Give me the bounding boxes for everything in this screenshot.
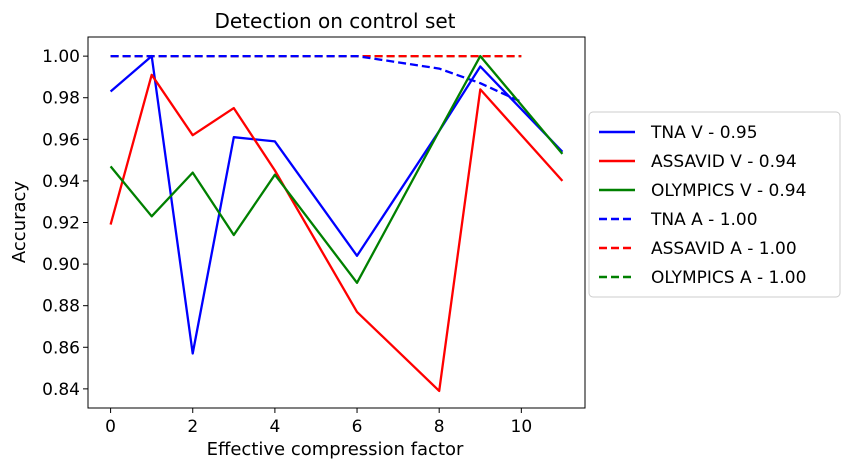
x-tick-label: 6 [352,417,363,437]
series-line-2 [109,54,564,284]
x-axis-label: Effective compression factor [207,439,464,460]
y-tick-label: 0.96 [42,130,80,150]
x-tick-label: 10 [511,417,533,437]
y-tick-label: 0.84 [42,380,80,400]
legend-label: TNA V - 0.95 [650,123,758,143]
series-line-0 [109,54,564,355]
chart-title: Detection on control set [214,9,455,33]
series-line-3 [110,54,522,103]
x-tick-label: 4 [269,417,280,437]
x-tick-label: 2 [187,417,198,437]
legend-box [588,111,841,298]
plot-area [88,37,585,408]
x-tick-label: 8 [434,417,445,437]
y-tick-label: 0.86 [42,338,80,358]
y-tick-label: 0.98 [42,89,80,109]
legend-label: OLYMPICS A - 1.00 [651,268,806,288]
y-tick-label: 0.94 [42,172,80,192]
series-line-1 [109,73,564,393]
y-tick-label: 0.88 [42,297,80,317]
y-axis: 0.84 0.86 0.88 0.90 0.92 0.94 0.96 0.98 1.00 [42,47,88,400]
x-tick-label: 0 [105,417,116,437]
legend-label: TNA A - 1.00 [650,210,758,230]
y-tick-label: 0.90 [42,255,80,275]
legend-label: ASSAVID V - 0.94 [651,152,797,172]
x-axis: 0 2 4 6 8 10 [105,408,532,437]
legend-label: OLYMPICS V - 0.94 [651,181,806,201]
legend: TNA V - 0.95 ASSAVID V - 0.94 OLYMPICS V -… [588,111,841,298]
series-layer [109,54,564,393]
y-tick-label: 0.92 [42,214,80,234]
legend-label: ASSAVID A - 1.00 [651,239,797,259]
y-axis-label: Accuracy [9,181,30,264]
y-tick-label: 1.00 [42,47,80,67]
